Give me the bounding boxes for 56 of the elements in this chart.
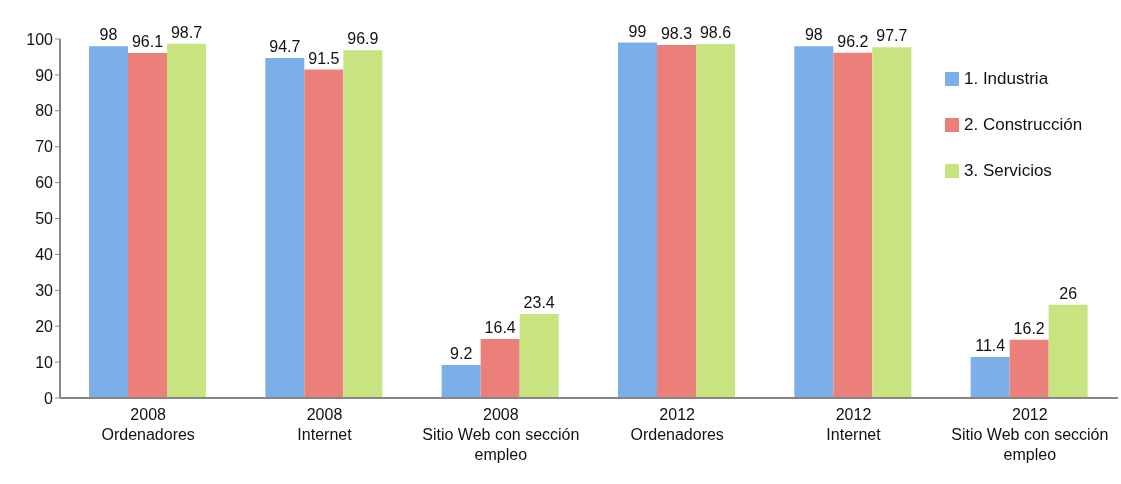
- bar: [1048, 304, 1088, 398]
- data-label: 23.4: [523, 293, 555, 311]
- y-tick-label: 10: [35, 353, 54, 371]
- bar: [480, 339, 520, 398]
- legend-label: 3. Servicios: [964, 161, 1052, 181]
- x-tick-label: 2012 Sitio Web con sección empleo: [951, 406, 1109, 463]
- bar: [872, 47, 912, 398]
- bar: [519, 313, 559, 398]
- data-label: 94.7: [269, 38, 301, 56]
- y-tick-label: 40: [35, 246, 54, 264]
- y-tick-label: 100: [26, 30, 54, 48]
- bar: [696, 44, 735, 398]
- bar: [441, 364, 481, 398]
- data-label: 98: [804, 26, 823, 44]
- bar: [833, 52, 873, 398]
- y-tick-label: 30: [35, 281, 54, 299]
- y-tick-label: 20: [35, 317, 54, 335]
- bar: [89, 46, 128, 398]
- data-label: 11.4: [975, 337, 1006, 355]
- data-label: 96.1: [131, 33, 164, 50]
- bar: [304, 69, 344, 398]
- data-label: 98.6: [699, 24, 732, 42]
- bar: [657, 45, 696, 398]
- bar: [128, 53, 167, 398]
- data-label: 16.2: [1013, 319, 1045, 337]
- y-tick-label: 80: [35, 102, 54, 120]
- bar: [970, 357, 1010, 398]
- bar: [618, 42, 657, 398]
- data-label: 96.2: [837, 32, 869, 50]
- y-tick-label: 90: [35, 66, 54, 84]
- bar: [1009, 339, 1049, 398]
- bar: [794, 46, 834, 398]
- bar: [265, 58, 305, 398]
- legend-label: 1. Industria: [964, 69, 1049, 89]
- bar: [343, 50, 383, 398]
- y-tick-label: 60: [35, 174, 54, 192]
- x-tick-label: 2012 Ordenadores: [630, 406, 724, 443]
- data-label: 26: [1059, 284, 1078, 302]
- data-label: 91.5: [308, 49, 340, 67]
- data-label: 98.3: [660, 25, 693, 43]
- legend-label: 2. Construcción: [964, 115, 1083, 135]
- x-tick-label: 2008 Sitio Web con sección empleo: [422, 406, 580, 463]
- x-tick-label: 2008 Ordenadores: [101, 406, 195, 443]
- data-label: 99: [628, 22, 647, 40]
- data-label: 16.4: [484, 319, 516, 337]
- data-label: 9.2: [450, 344, 473, 362]
- data-label: 96.9: [347, 30, 379, 48]
- x-tick-label: 2008 Internet: [297, 406, 353, 443]
- y-tick-label: 70: [35, 138, 54, 156]
- data-label: 97.7: [876, 27, 908, 45]
- y-tick-label: 0: [44, 389, 54, 407]
- x-tick-label: 2012 Internet: [826, 406, 882, 443]
- y-tick-label: 50: [35, 210, 54, 228]
- bar: [167, 43, 206, 398]
- data-label: 98: [99, 26, 118, 44]
- data-label: 98.7: [170, 23, 203, 41]
